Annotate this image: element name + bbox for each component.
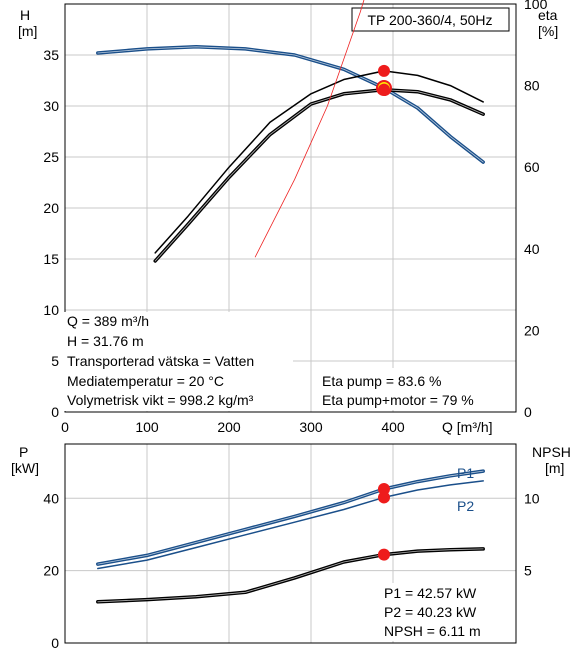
- top-right-tick-label: 0: [524, 404, 532, 420]
- top-left-tick-label: 15: [43, 251, 59, 267]
- bottom-left-axis-label-line2: [kW]: [11, 460, 39, 476]
- top-left-tick-label: 35: [43, 47, 59, 63]
- top-left-axis-label-line2: [m]: [18, 23, 37, 39]
- top-info-box: [63, 312, 293, 411]
- top-duty-point-1: [377, 64, 390, 77]
- top-left-tick-label: 0: [51, 404, 59, 420]
- bottom-series-highlight-0: [97, 470, 484, 565]
- top-series-highlight-0: [97, 46, 484, 163]
- x-tick-label: 300: [299, 419, 323, 435]
- top-right-tick-label: 40: [524, 241, 540, 257]
- top-series-3: [254, 0, 365, 258]
- top-right-axis-label-line2: [%]: [538, 23, 558, 39]
- x-tick-label: 200: [217, 419, 241, 435]
- top-info-line-density: Volymetrisk vikt = 998.2 kg/m³: [67, 392, 254, 408]
- bottom-duty-point-0: [377, 482, 390, 495]
- top-ticks: 0 5 10 15 20 25 30 35 0 20 40 60 80 100 0 100 200 300 400: [43, 0, 547, 435]
- top-left-tick-label: 5: [51, 353, 59, 369]
- npsh-value-label: NPSH = 6.11 m: [384, 623, 481, 639]
- bottom-right-axis-label-line2: [m]: [545, 460, 564, 476]
- bottom-left-tick-label: 40: [43, 490, 59, 506]
- bottom-right-axis-label-line1: NPSH: [532, 444, 571, 460]
- top-series-highlight-2: [154, 89, 484, 262]
- bottom-ticks: 0 20 40 5 10: [43, 490, 539, 651]
- top-left-tick-label: 30: [43, 98, 59, 114]
- top-series: [96, 0, 485, 263]
- title-text: TP 200-360/4, 50Hz: [367, 12, 492, 28]
- top-right-tick-label: 100: [524, 0, 548, 12]
- top-plot-frame: [64, 3, 517, 413]
- top-info-line-q: Q = 389 m³/h: [67, 313, 149, 329]
- top-series-0: [96, 45, 485, 164]
- bottom-series-highlight-2: [97, 548, 484, 603]
- eta-pump-label: Eta pump = 83.6 %: [322, 373, 441, 389]
- x-tick-label: 0: [61, 419, 69, 435]
- p1-value-label: P1 = 42.57 kW: [384, 585, 477, 601]
- top-left-tick-label: 25: [43, 149, 59, 165]
- top-series-1: [154, 70, 484, 254]
- top-right-axis-label-line1: eta: [538, 7, 558, 23]
- top-left-axis-label-line1: H: [20, 7, 30, 23]
- bottom-left-tick-label: 0: [51, 635, 59, 651]
- top-right-tick-label: 80: [524, 78, 540, 94]
- bottom-left-tick-label: 20: [43, 563, 59, 579]
- top-right-tick-label: 60: [524, 159, 540, 175]
- bottom-plot-frame: [64, 443, 517, 644]
- p1-series-label: P1: [457, 465, 474, 481]
- x-axis-label: Q [m³/h]: [442, 419, 493, 435]
- top-left-tick-label: 10: [43, 302, 59, 318]
- top-left-tick-label: 20: [43, 200, 59, 216]
- top-duty-point-2: [377, 83, 390, 96]
- top-info-line-temp: Mediatemperatur = 20 °C: [67, 373, 224, 389]
- bottom-right-tick-label: 5: [524, 563, 532, 579]
- x-tick-label: 100: [135, 419, 159, 435]
- x-tick-label: 400: [381, 419, 405, 435]
- bottom-series-1: [97, 480, 484, 570]
- bottom-info-box: [380, 583, 514, 641]
- bottom-series: [96, 469, 485, 604]
- top-grid: [65, 4, 516, 412]
- bottom-duty-point-2: [377, 548, 390, 561]
- bottom-right-tick-label: 10: [524, 490, 540, 506]
- bottom-duty-point-1: [377, 491, 390, 504]
- top-eta-box: [318, 368, 515, 410]
- p2-value-label: P2 = 40.23 kW: [384, 604, 477, 620]
- top-right-tick-label: 20: [524, 322, 540, 338]
- eta-pump-motor-label: Eta pump+motor = 79 %: [322, 392, 474, 408]
- top-info-line-liquid: Transporterad vätska = Vatten: [67, 353, 254, 369]
- p2-series-label: P2: [457, 498, 474, 514]
- top-info-line-h: H = 31.76 m: [67, 333, 144, 349]
- title-box: [351, 7, 510, 32]
- bottom-left-axis-label-line1: P: [19, 444, 28, 460]
- top-series-2: [153, 87, 485, 263]
